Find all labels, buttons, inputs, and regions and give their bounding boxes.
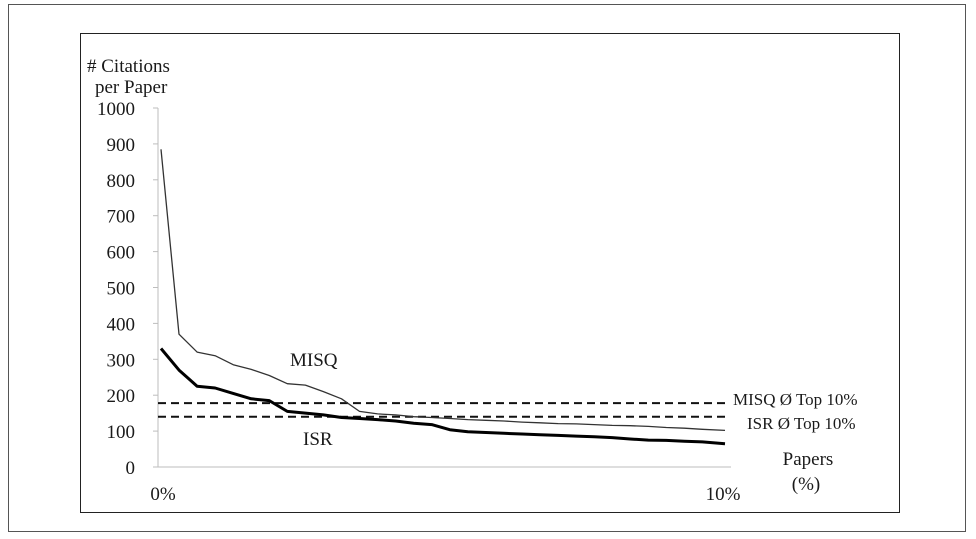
figure-frame (8, 4, 966, 532)
series-line-isr (159, 347, 726, 446)
y-tick-label: 800 (107, 171, 136, 192)
y-tick-label: 1000 (97, 99, 135, 120)
reference-line-label: ISR Ø Top 10% (747, 414, 856, 433)
x-axis-title-line1: Papers (783, 449, 834, 470)
x-axis-title-line2: (%) (792, 474, 820, 495)
y-tick-label: 0 (126, 458, 136, 479)
y-tick-label: 300 (107, 350, 136, 371)
y-tick-label: 700 (107, 207, 136, 228)
y-tick-label: 900 (107, 135, 136, 156)
x-tick-label: 0% (150, 484, 176, 505)
chart-area (80, 33, 900, 513)
y-tick-label: 100 (107, 422, 136, 443)
y-tick-label: 600 (107, 243, 136, 264)
y-tick-label: 500 (107, 279, 136, 300)
y-axis-title-line1: # Citations (87, 56, 170, 77)
y-tick-label: 400 (107, 314, 136, 335)
series-label: MISQ (290, 350, 338, 371)
series-line-misq (160, 149, 726, 432)
x-tick-label: 10% (706, 484, 741, 505)
series-label: ISR (303, 429, 333, 450)
reference-line-label: MISQ Ø Top 10% (733, 390, 858, 409)
y-tick-label: 200 (107, 386, 136, 407)
y-axis-title-line2: per Paper (95, 77, 168, 98)
